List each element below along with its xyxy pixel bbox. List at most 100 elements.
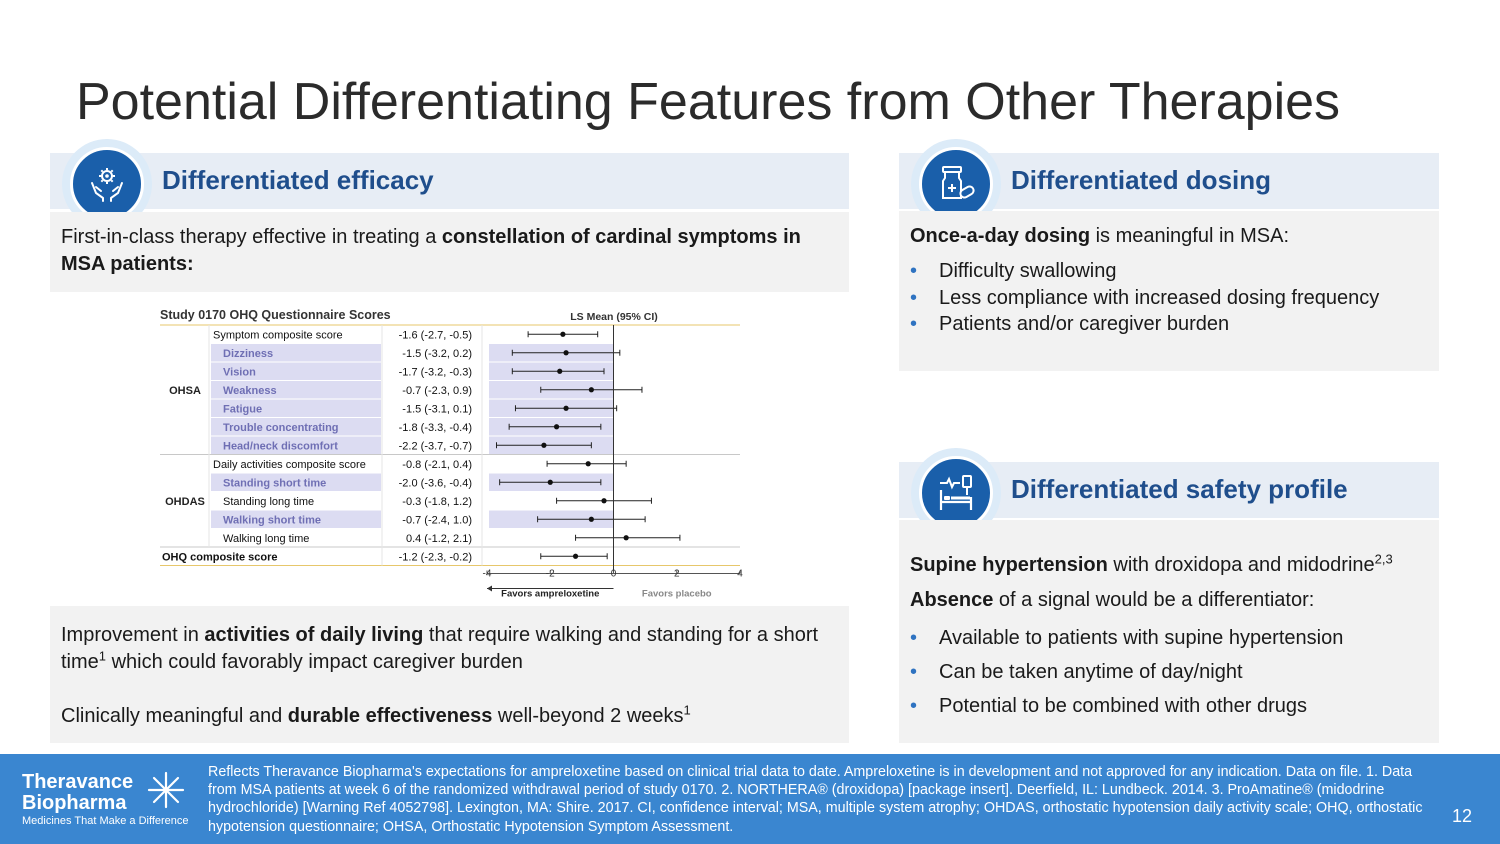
row-estimate: 0.4 (-1.2, 2.1)	[406, 533, 472, 545]
row-label: Dizziness	[223, 348, 273, 360]
row-label: Walking long time	[223, 533, 309, 545]
forest-plot: Study 0170 OHQ Questionnaire Scores LS Me…	[160, 308, 743, 600]
row-estimate: -0.3 (-1.8, 1.2)	[402, 496, 472, 508]
hands-gear-icon	[91, 168, 123, 202]
safety-line1-text: with droxidopa and midodrine	[1107, 554, 1375, 576]
efficacy-heading: Differentiated efficacy	[162, 165, 434, 195]
list-item: Patients and/or caregiver burden	[910, 311, 1430, 338]
company-logo: Theravance Biopharma	[22, 772, 133, 814]
list-item: Available to patients with supine hypert…	[910, 621, 1435, 655]
mean-point	[572, 553, 579, 559]
page-title: Potential Differentiating Features from …	[76, 73, 1341, 131]
x-tick-label: 4	[737, 569, 743, 580]
row-highlight-label	[211, 381, 381, 399]
row-estimate: -0.7 (-2.4, 1.0)	[402, 514, 472, 526]
efficacy-intro-text: First-in-class therapy effective in trea…	[61, 226, 442, 248]
row-highlight-label	[211, 473, 381, 491]
safety-line2-text: of a signal would be a differentiator:	[993, 589, 1315, 611]
mean-point	[623, 535, 629, 541]
mean-point	[557, 368, 563, 374]
dosing-heading: Differentiated dosing	[1011, 165, 1272, 195]
row-estimate: -1.5 (-3.1, 0.1)	[402, 403, 472, 415]
row-label: Vision	[223, 366, 256, 378]
row-estimate: -2.2 (-3.7, -0.7)	[399, 440, 472, 452]
favors-right-label: Favors placebo	[642, 589, 712, 600]
efficacy-intro-bold: constellation of cardinal symptoms in MS…	[61, 226, 801, 275]
row-highlight-label	[211, 436, 381, 454]
logo-line-2: Biopharma	[22, 792, 127, 814]
list-item: Difficulty swallowing	[910, 258, 1430, 285]
footer: Theravance Biopharma Medicines That Make…	[0, 754, 1500, 844]
column-header: LS Mean (95% CI)	[570, 311, 658, 323]
safety-heading: Differentiated safety profile	[1011, 474, 1348, 504]
mean-point	[541, 442, 547, 448]
row-label: Symptom composite score	[213, 329, 343, 341]
durable-bold: durable effectiveness	[287, 705, 493, 727]
mean-point	[588, 516, 594, 522]
group-label: OHDAS	[165, 496, 205, 508]
favors-left-label: Favors ampreloxetine	[501, 589, 599, 600]
adl-sup: 1	[98, 648, 107, 664]
page-number: 12	[1452, 806, 1473, 826]
row-highlight-label	[211, 510, 381, 528]
safety-line1-sup: 2,3	[1374, 551, 1393, 567]
starburst-logo-icon	[147, 771, 185, 809]
row-estimate: -0.7 (-2.3, 0.9)	[402, 385, 472, 397]
dosing-header: Differentiated dosing	[899, 139, 1439, 229]
efficacy-header: Differentiated efficacy	[50, 139, 849, 229]
favors-arrow-head	[487, 585, 492, 592]
mean-point	[588, 387, 594, 393]
mean-point	[585, 461, 591, 467]
x-tick-label: 0	[611, 569, 617, 580]
list-item: Can be taken anytime of day/night	[910, 655, 1435, 689]
mean-point	[560, 331, 566, 337]
row-estimate: -1.7 (-3.2, -0.3)	[399, 366, 472, 378]
row-label: Standing short time	[223, 477, 326, 489]
row-estimate: -0.8 (-2.1, 0.4)	[402, 459, 472, 471]
chart-title: Study 0170 OHQ Questionnaire Scores	[160, 308, 391, 322]
durable-text: Clinically meaningful and	[61, 705, 288, 727]
row-estimate: -1.2 (-2.3, -0.2)	[399, 551, 472, 563]
row-estimate: -1.8 (-3.3, -0.4)	[399, 422, 472, 434]
footnote-disclaimer: Reflects Theravance Biopharma's expectat…	[208, 764, 1423, 835]
mean-point	[563, 350, 569, 356]
x-tick-label: 2	[674, 569, 680, 580]
adl-text-2: that require walking and standing for a …	[61, 624, 819, 673]
list-item: Less compliance with increased dosing fr…	[910, 285, 1430, 312]
row-label: OHQ composite score	[162, 551, 278, 563]
safety-line1-bold: Supine hypertension	[910, 554, 1108, 576]
group-label: OHSA	[169, 385, 201, 397]
logo-line-1: Theravance	[22, 771, 134, 793]
dosing-lead-text: is meaningful in MSA:	[1090, 225, 1290, 247]
row-label: Head/neck discomfort	[223, 440, 338, 452]
safety-header: Differentiated safety profile	[899, 448, 1439, 538]
dosing-panel: Once-a-day dosing is meaningful in MSA: …	[899, 211, 1439, 371]
row-estimate: -1.6 (-2.7, -0.5)	[399, 329, 472, 341]
safety-panel: Supine hypertension with droxidopa and m…	[899, 520, 1439, 743]
pill-bottle-icon	[942, 166, 975, 199]
efficacy-outcomes-panel: Improvement in activities of daily livin…	[50, 606, 849, 743]
mean-point	[601, 498, 607, 504]
adl-bold: activities of daily living	[204, 624, 424, 646]
adl-text: Improvement in	[61, 624, 205, 646]
row-label: Weakness	[223, 385, 277, 397]
tagline: Medicines That Make a Difference	[22, 815, 189, 827]
efficacy-intro-panel: First-in-class therapy effective in trea…	[50, 212, 849, 292]
durable-sup: 1	[683, 702, 691, 718]
row-estimate: -2.0 (-3.6, -0.4)	[399, 477, 472, 489]
x-tick-label: -4	[483, 569, 492, 580]
row-label: Walking short time	[223, 514, 321, 526]
row-highlight-label	[211, 399, 381, 417]
row-label: Fatigue	[223, 403, 262, 415]
row-highlight-label	[211, 362, 381, 380]
adl-text-3: which could favorably impact caregiver b…	[106, 651, 523, 673]
row-label: Trouble concentrating	[223, 422, 339, 434]
row-estimate: -1.5 (-3.2, 0.2)	[402, 348, 472, 360]
dosing-lead-bold: Once-a-day dosing	[910, 225, 1091, 247]
dosing-bullet-list: Difficulty swallowing Less compliance wi…	[910, 258, 1430, 338]
mean-point	[563, 405, 569, 411]
list-item: Potential to be combined with other drug…	[910, 689, 1435, 723]
mean-point	[547, 479, 553, 485]
row-highlight-label	[211, 344, 381, 362]
row-highlight-label	[211, 418, 381, 436]
